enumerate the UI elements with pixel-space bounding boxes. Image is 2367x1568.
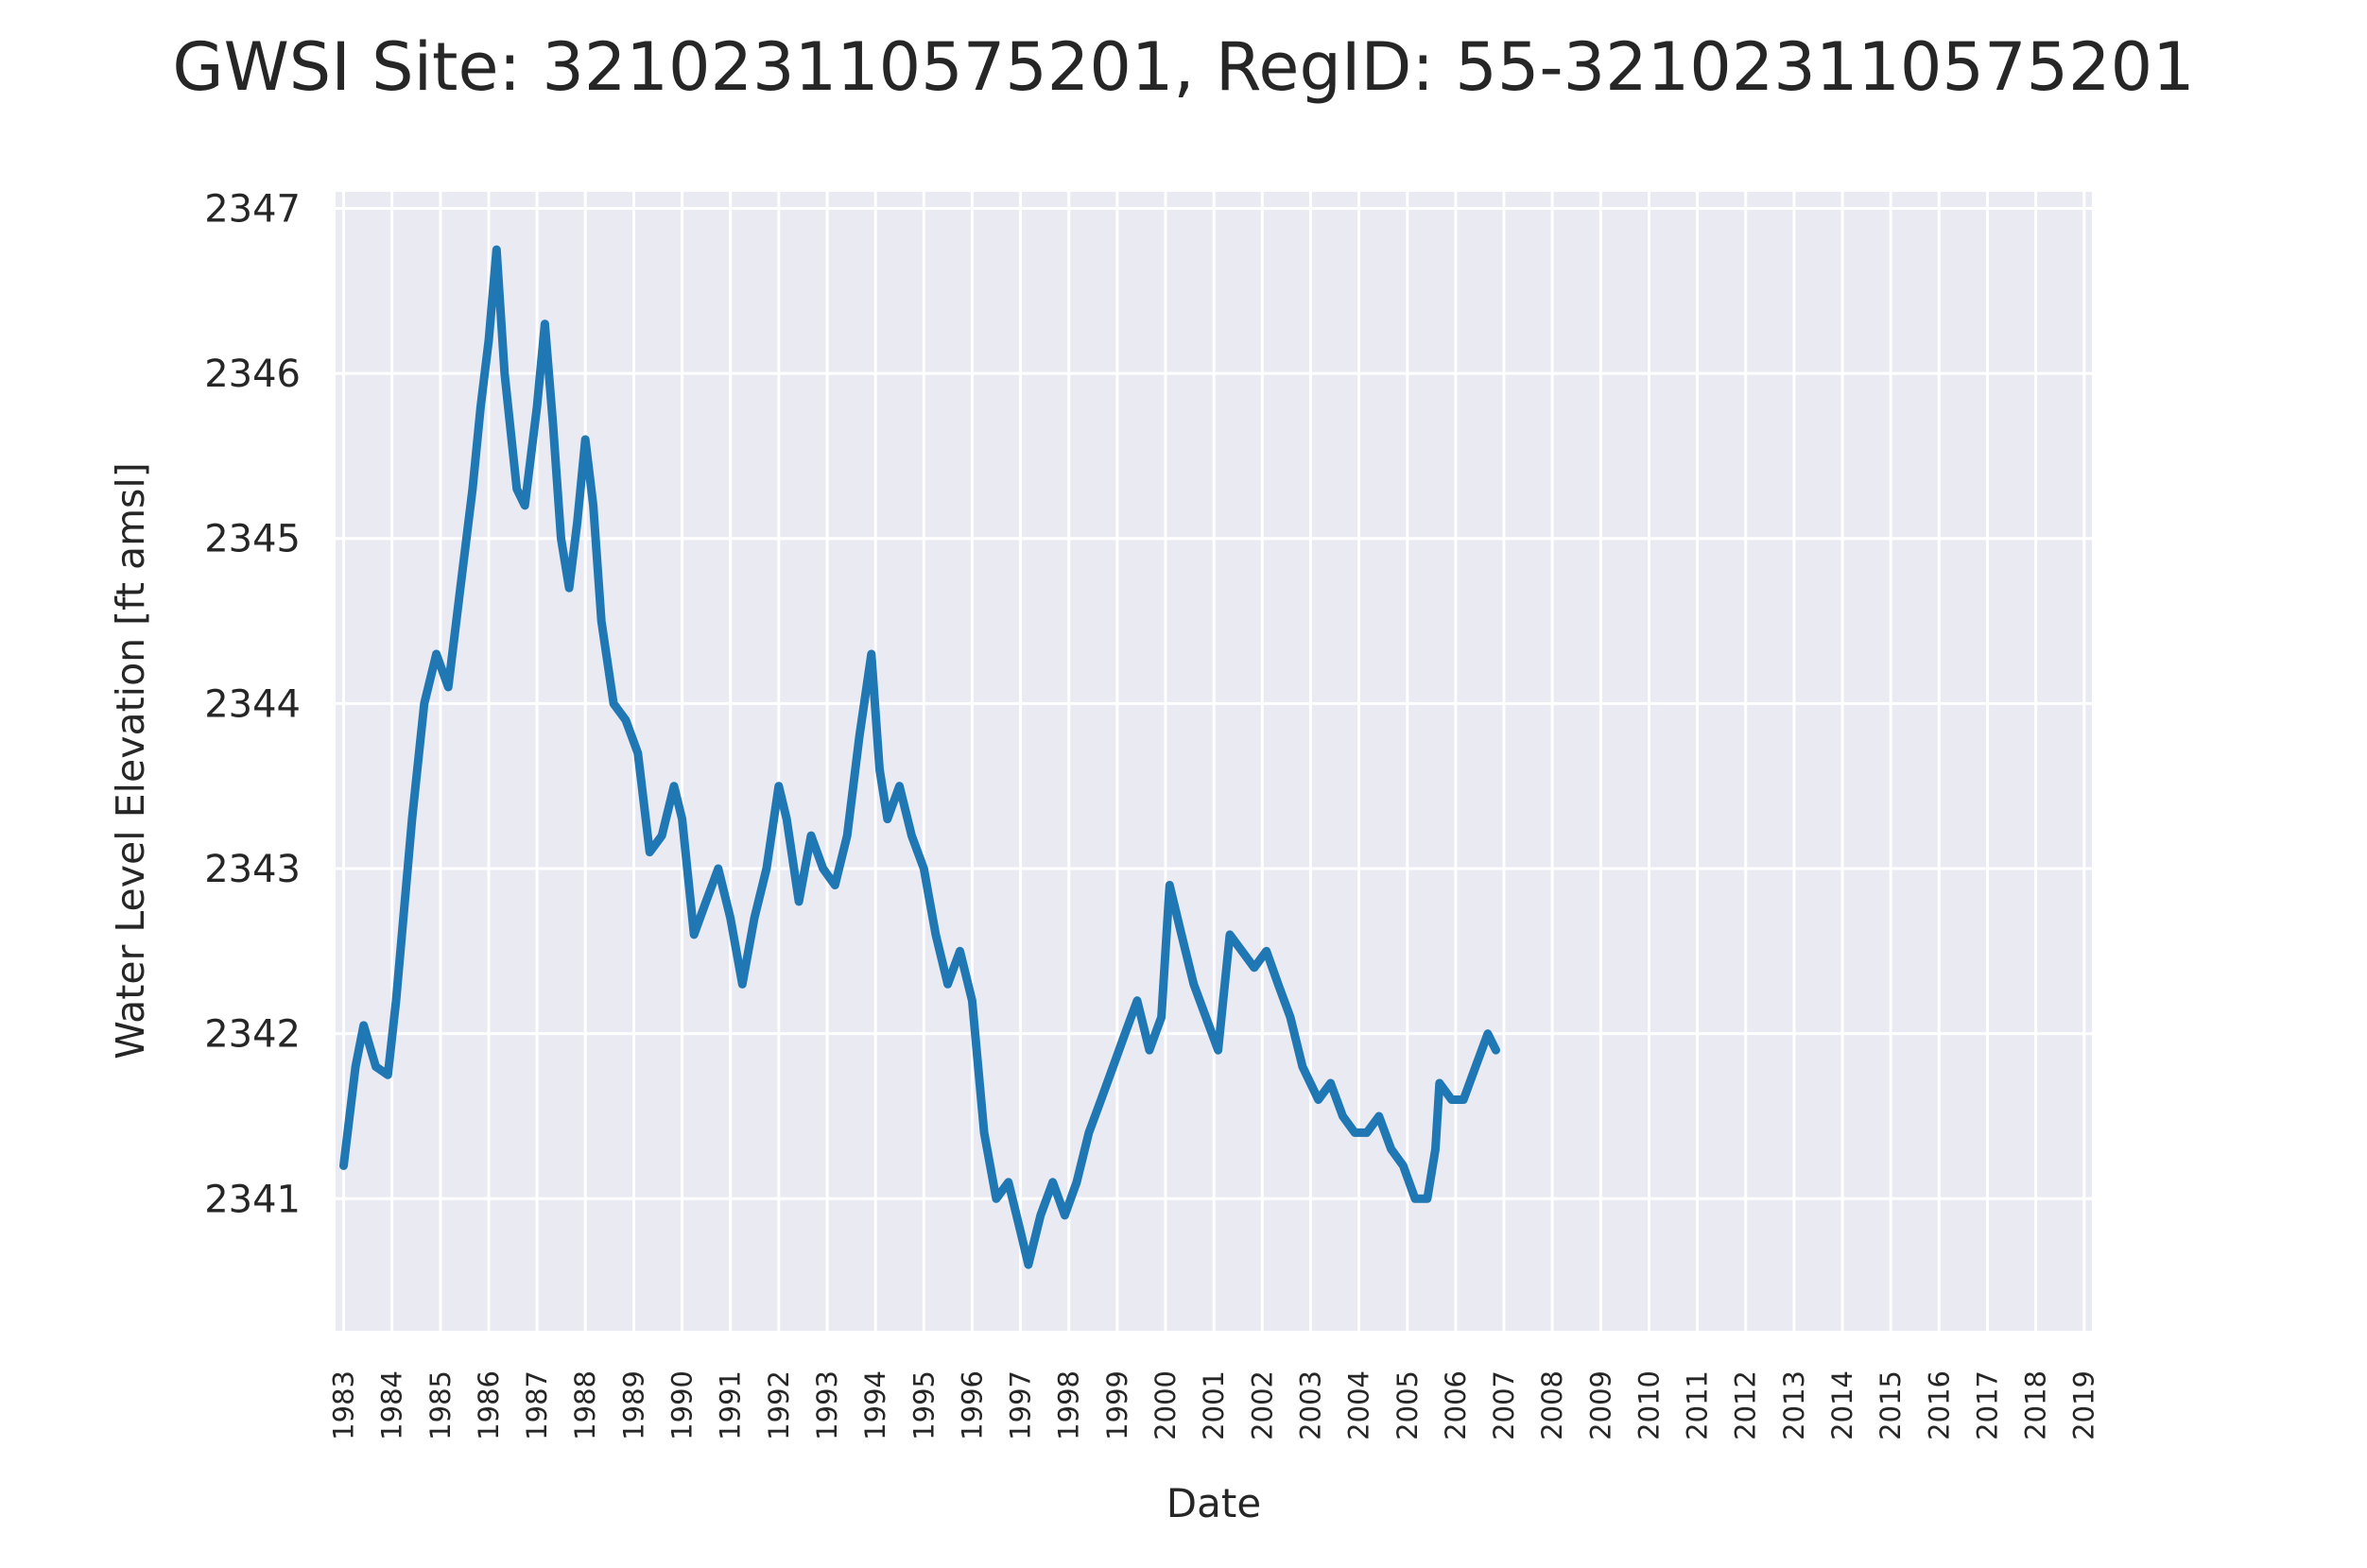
x-tick-label: 1997 [1005,1370,1037,1440]
x-tick-label: 2004 [1343,1370,1375,1440]
y-tick-label: 2345 [204,518,301,561]
x-tick-label: 2014 [1826,1370,1858,1440]
x-tick-label: 2016 [1923,1370,1955,1440]
grid-layer [336,192,2092,1331]
x-tick-label: 1988 [569,1370,601,1440]
x-tick-label: 2002 [1246,1370,1278,1440]
x-axis-label: Date [1166,1480,1261,1526]
series-layer [339,245,1500,1269]
x-tick-label: 1987 [521,1370,553,1440]
x-tick-label: 2018 [2020,1370,2052,1440]
y-tick-label: 2342 [204,1013,301,1057]
y-axis-label: Water Level Elevation [ft amsl] [108,462,153,1060]
x-tick-label: 2013 [1778,1370,1810,1440]
x-tick-label: 1983 [328,1370,360,1440]
x-tick-label: 2001 [1198,1370,1230,1440]
x-tick-label: 1998 [1053,1370,1085,1440]
x-tick-label: 1985 [424,1370,457,1440]
x-tick-label: 1991 [715,1370,747,1440]
x-tick-label: 1999 [1101,1370,1133,1440]
x-tick-label: 1996 [956,1370,988,1440]
x-tick-label: 2015 [1875,1370,1907,1440]
y-tick-label: 2347 [204,187,301,231]
x-tick-label: 1994 [859,1370,891,1440]
x-tick-label: 1989 [617,1370,649,1440]
x-tick-label: 2007 [1488,1370,1520,1440]
x-tick-label: 1990 [666,1370,699,1440]
y-tick-label: 2341 [204,1178,301,1221]
y-tick-label: 2344 [204,682,301,726]
x-tick-labels: 1983 1984 1985 1986 1987 1988 1989 1990 1991 1992… [328,1370,2100,1440]
x-tick-label: 2000 [1149,1370,1182,1440]
x-tick-label: 2005 [1391,1370,1424,1440]
x-tick-label: 2009 [1584,1370,1616,1440]
y-tick-label: 2346 [204,353,301,396]
x-tick-label: 2003 [1294,1370,1326,1440]
x-tick-label: 2012 [1730,1370,1762,1440]
x-tick-label: 1986 [473,1370,505,1440]
x-tick-label: 2017 [1972,1370,2004,1440]
y-tick-label: 2343 [204,848,301,891]
x-tick-label: 1984 [376,1370,408,1440]
x-tick-label: 2010 [1633,1370,1665,1440]
x-tick-label: 2011 [1682,1370,1714,1440]
series-line-0 [339,245,1500,1269]
chart-title: GWSI Site: 321023110575201, RegID: 55-32… [172,28,2194,106]
x-tick-label: 1995 [907,1370,940,1440]
x-tick-label: 2006 [1440,1370,1472,1440]
x-tick-label: 1992 [763,1370,795,1440]
x-tick-label: 2008 [1536,1370,1568,1440]
y-tick-labels: 2341 2342 2343 2344 2345 2346 2347 [204,187,301,1221]
x-tick-label: 1993 [811,1370,843,1440]
x-tick-label: 2019 [2068,1370,2100,1440]
